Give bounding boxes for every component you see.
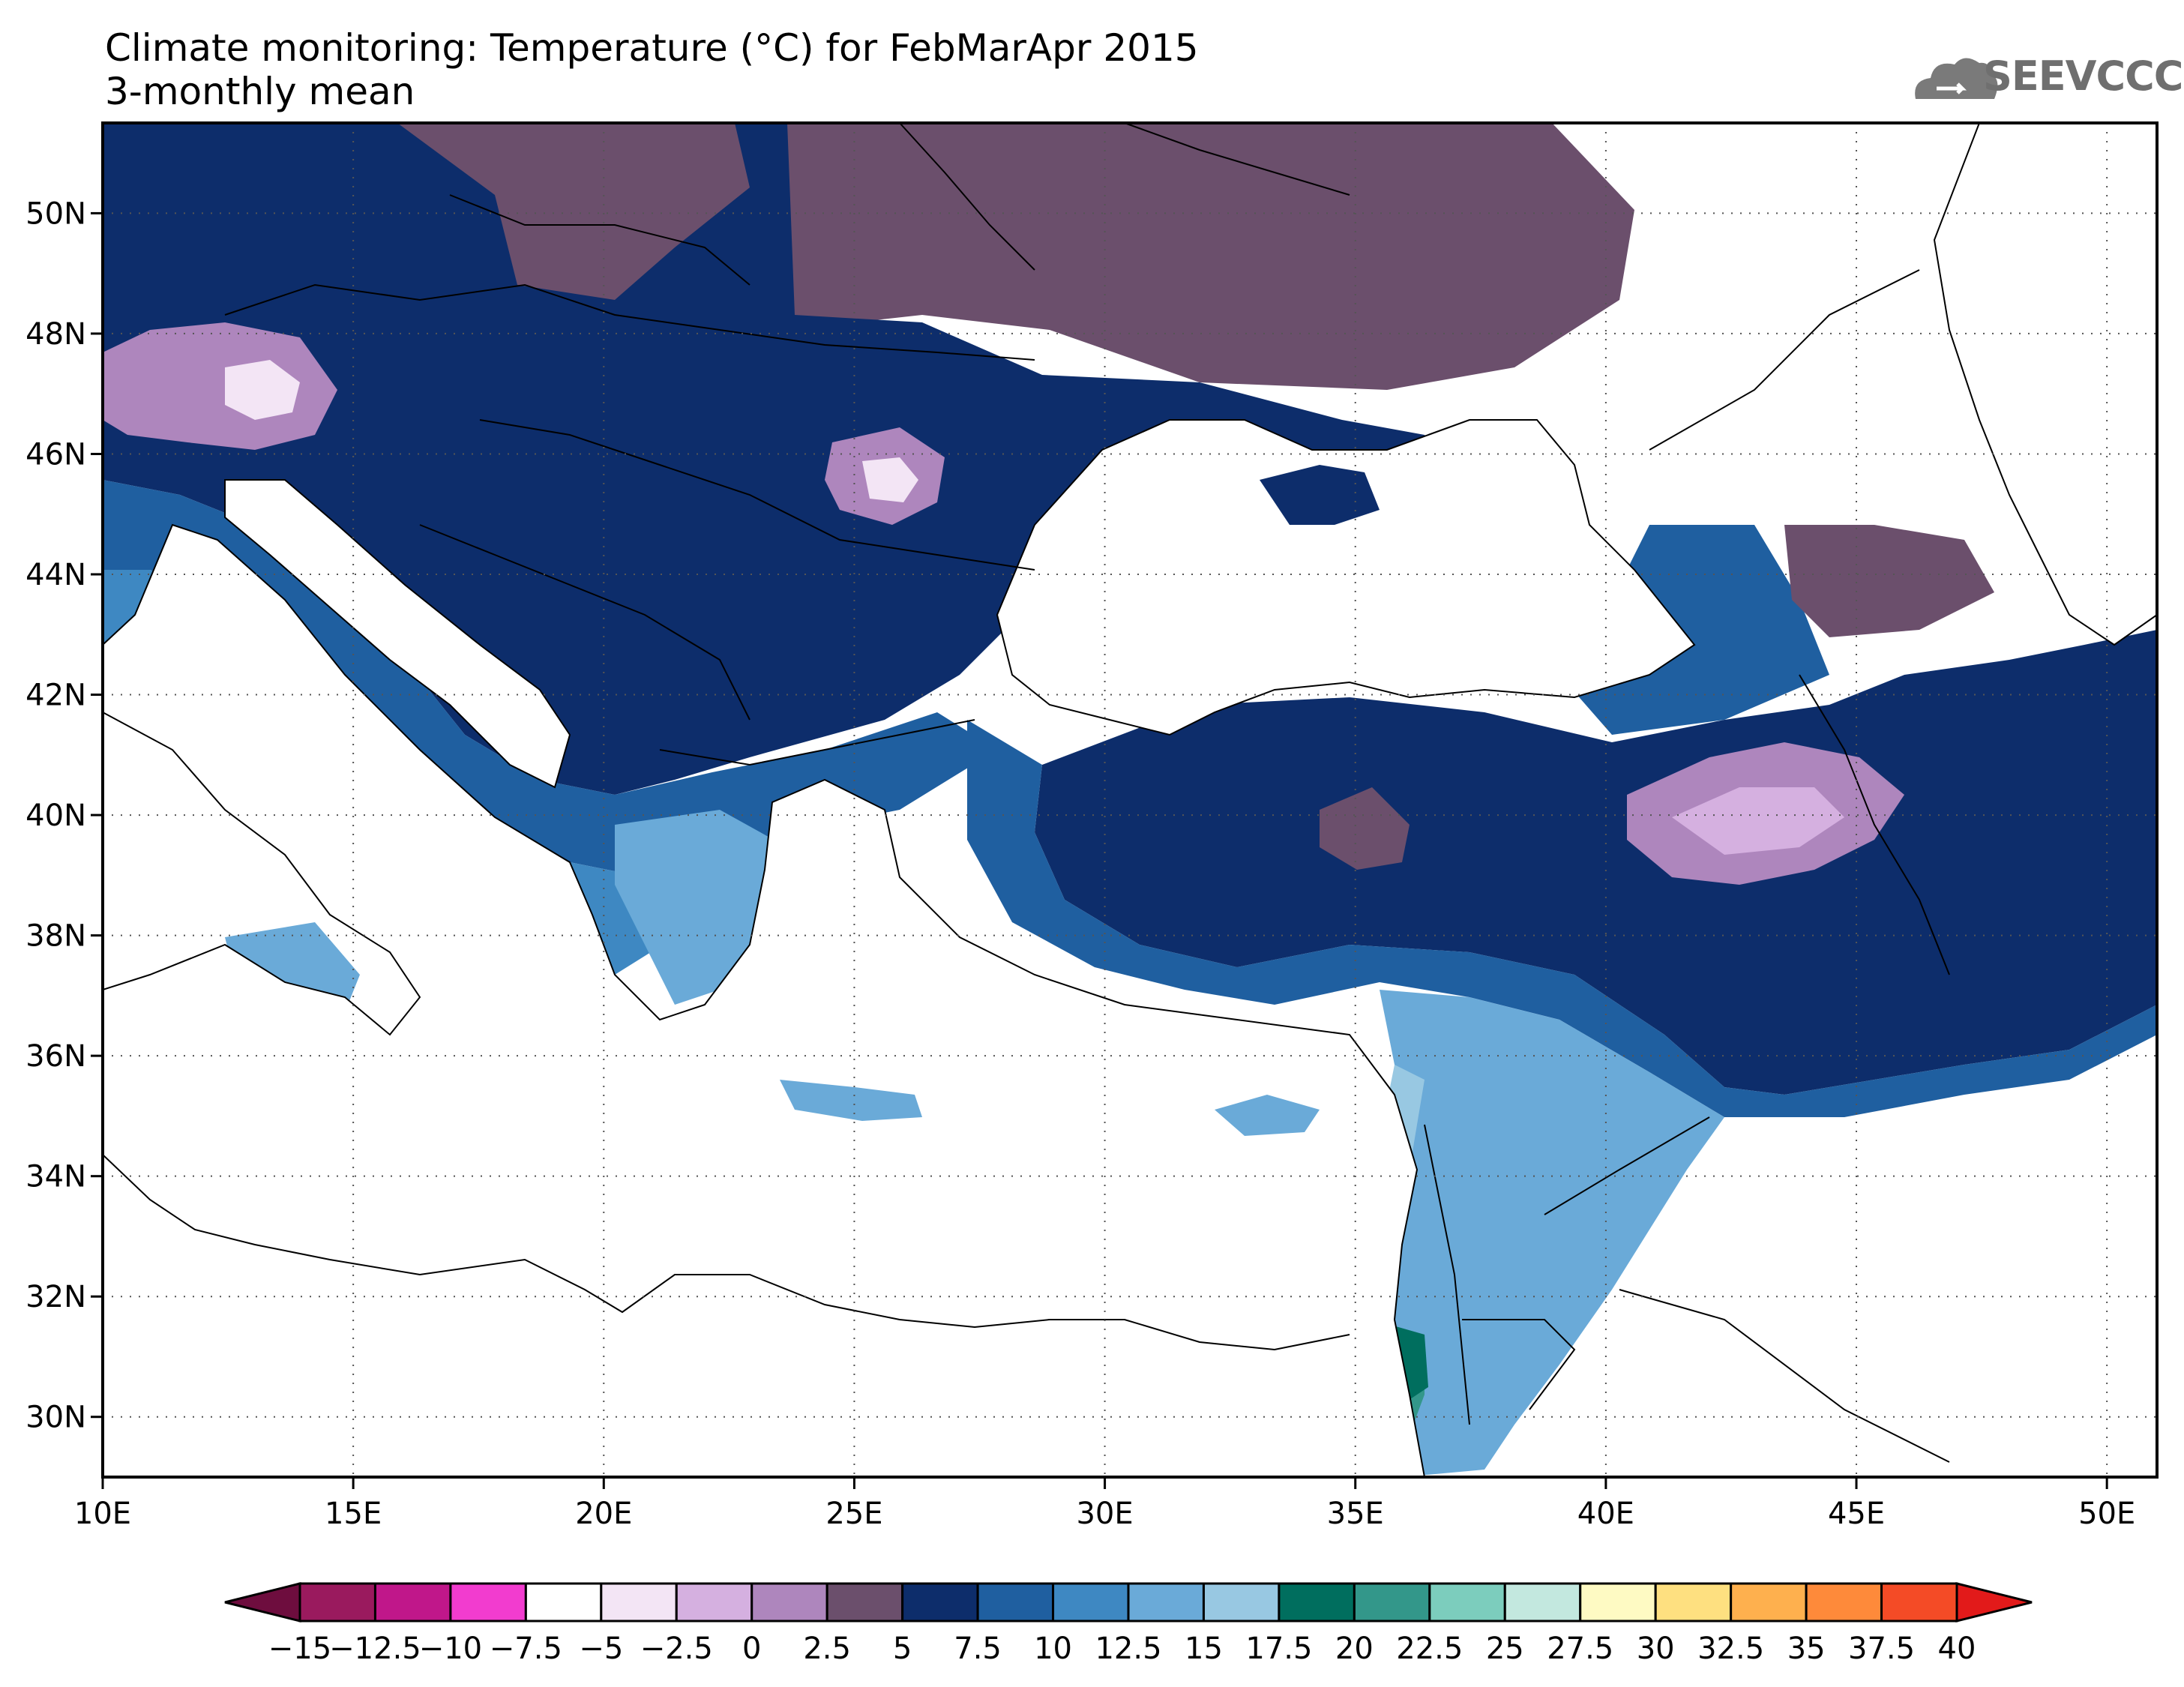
region-anatolia-core (1035, 630, 2157, 1095)
lon-tick-label: 35E (1327, 1497, 1384, 1531)
colorbar-label: 0 (742, 1632, 761, 1666)
colorbar-swatch (976, 1582, 1055, 1623)
black-sea (996, 419, 1696, 736)
colorbar-low-extend (224, 1582, 301, 1623)
colorbar-label: 17.5 (1245, 1632, 1312, 1666)
colorbar-swatch (1805, 1582, 1883, 1623)
adriatic-sea (224, 479, 571, 789)
colorbar-swatch (298, 1582, 376, 1623)
colorbar-swatch (1503, 1582, 1582, 1623)
colorbar-label: 40 (1938, 1632, 1976, 1666)
map-title: Climate monitoring: Temperature (°C) for… (105, 26, 1199, 70)
map-subtitle: 3-monthly mean (105, 70, 415, 113)
colorbar-label: −12.5 (329, 1632, 421, 1666)
colorbar-label: −7.5 (490, 1632, 562, 1666)
colorbar-swatch (1278, 1582, 1356, 1623)
lon-tick-label: 50E (2078, 1497, 2135, 1531)
colorbar-label: 7.5 (954, 1632, 1002, 1666)
lat-tick-label: 38N (25, 919, 86, 954)
region-anatolia-mid (967, 720, 2157, 1117)
lat-tick-label: 48N (25, 317, 86, 352)
region-levant (1365, 990, 1724, 1477)
country-borders (224, 123, 1950, 1463)
colorbar-label: 25 (1486, 1632, 1524, 1666)
crete (780, 1080, 922, 1121)
lat-tick-label: 42N (25, 679, 86, 713)
colorbar-swatch (1654, 1582, 1733, 1623)
caspian-sea (1933, 123, 2157, 646)
lon-tick-label: 30E (1076, 1497, 1133, 1531)
colorbar-swatch (1127, 1582, 1205, 1623)
crimea (1260, 465, 1380, 525)
lat-tick-label: 34N (25, 1160, 86, 1194)
colorbar-label: 27.5 (1547, 1632, 1613, 1666)
colorbar-swatch (1353, 1582, 1431, 1623)
lat-tick-label: 30N (25, 1401, 86, 1435)
mediterranean-sea (103, 523, 1426, 1477)
lon-tick-label: 45E (1828, 1497, 1885, 1531)
colorbar-label: 37.5 (1848, 1632, 1915, 1666)
colorbar-swatch (675, 1582, 753, 1623)
lon-tick-label: 10E (74, 1497, 131, 1531)
colorbar-swatch (1202, 1582, 1281, 1623)
blob-carpathian-core (862, 457, 918, 502)
colorbar-swatch (600, 1582, 678, 1623)
colorbar-high-extend (1955, 1582, 2033, 1623)
colorbar: −15−12.5−10 −7.5 −5 −2.5 0 2.5 5 7.5 10 12.5 15 17.… (224, 1582, 2033, 1666)
lon-tick-label: 20E (575, 1497, 632, 1531)
cyprus (1215, 1095, 1320, 1136)
colorbar-swatch (1579, 1582, 1657, 1623)
colorbar-label: −10 (419, 1632, 482, 1666)
lon-tick-label: 25E (825, 1497, 882, 1531)
blob-alps-core (225, 360, 300, 420)
lat-tick-label: 32N (25, 1280, 86, 1314)
blob-alps (103, 322, 337, 450)
colorbar-label: −2.5 (640, 1632, 713, 1666)
lon-tick-label: 40E (1577, 1497, 1634, 1531)
longitude-axis: 10E 15E 20E 25E 30E 35E 40E 45E 50E (74, 1477, 2135, 1531)
lat-tick-label: 50N (25, 196, 86, 231)
map-grid (103, 123, 2157, 1477)
cloud-icon (1915, 58, 1998, 99)
colorbar-label: 5 (893, 1632, 912, 1666)
colorbar-swatch (750, 1582, 828, 1623)
colorbar-label: 22.5 (1396, 1632, 1463, 1666)
blob-caucasus-cold (1784, 525, 1994, 637)
lat-tick-label: 44N (25, 558, 86, 592)
lat-tick-label: 36N (25, 1039, 86, 1074)
colorbar-label: 12.5 (1095, 1632, 1161, 1666)
blob-anatolia-cold (1320, 787, 1410, 870)
colorbar-swatch (449, 1582, 527, 1623)
lon-tick-label: 15E (325, 1497, 382, 1531)
logo-text: SEEVCCC (1983, 52, 2183, 100)
colorbar-label: −15 (268, 1632, 331, 1666)
colorbar-label: −5 (579, 1632, 623, 1666)
latitude-axis: 30N 32N 34N 36N 38N 40N 42N 44N 46N 48N 50N (25, 196, 103, 1435)
temperature-field (103, 123, 2157, 1477)
colorbar-swatch (1880, 1582, 1958, 1623)
colorbar-label: 30 (1637, 1632, 1675, 1666)
region-sicily (225, 922, 360, 1012)
blob-caucasus-core (1672, 787, 1844, 855)
colorbar-swatch (1428, 1582, 1506, 1623)
colorbar-label: 10 (1034, 1632, 1072, 1666)
colorbar-label: 15 (1185, 1632, 1223, 1666)
colorbar-label: 2.5 (803, 1632, 851, 1666)
colorbar-label: 32.5 (1697, 1632, 1764, 1666)
colorbar-swatch (1052, 1582, 1130, 1623)
lat-tick-label: 46N (25, 437, 86, 472)
north-africa-coast (103, 1154, 1350, 1351)
colorbar-label: 20 (1335, 1632, 1374, 1666)
colorbar-swatch (373, 1582, 452, 1623)
colorbar-swatch (524, 1582, 603, 1623)
lat-tick-label: 40N (25, 799, 86, 833)
colorbar-swatch (1730, 1582, 1808, 1623)
colorbar-swatch (901, 1582, 979, 1623)
colorbar-swatch (825, 1582, 904, 1623)
colorbar-label: 35 (1787, 1632, 1826, 1666)
map-frame (101, 121, 2159, 1479)
